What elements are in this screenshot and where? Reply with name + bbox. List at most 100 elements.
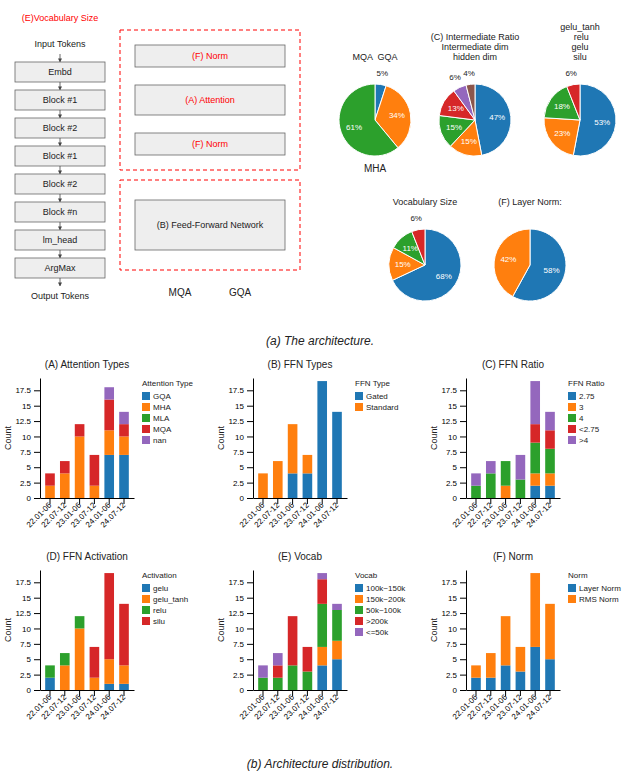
y-tick: 12.5: [15, 417, 40, 426]
x-tick-label: 24.07-12: [312, 692, 341, 721]
bar-segment: [75, 424, 85, 436]
diagram-box: [135, 45, 285, 67]
y-tick: 12.5: [228, 417, 253, 426]
data-label: 23%: [554, 129, 570, 138]
legend-swatch: [142, 584, 150, 592]
x-axis-line: [41, 690, 135, 691]
y-axis: 02.557.51012.51517.5: [228, 571, 253, 696]
pie-chart: 5%34%61%MQA GQAMHA: [339, 52, 411, 174]
diagram-box: [15, 202, 105, 222]
y-tick: 7.5: [446, 640, 466, 649]
y-tick: 7.5: [20, 640, 40, 649]
legend-label: RMS Norm: [579, 595, 619, 604]
y-tick: 17.5: [441, 578, 466, 587]
x-tick-mark: [94, 690, 95, 696]
legend-swatch: [142, 403, 150, 411]
y-tick-label: 0: [240, 494, 245, 503]
y-tick-label: 17.5: [15, 386, 31, 395]
y-tick: 5: [453, 655, 466, 664]
diagram-box: [135, 133, 285, 155]
diagram-label: Block #1: [43, 95, 78, 105]
chart-title: (D) FFN Activation: [46, 551, 128, 562]
y-tick-mark: [460, 659, 466, 660]
figure: Input TokensEmbdBlock #1Block #2Block #1…: [0, 0, 640, 779]
diagram-label: lm_head: [43, 235, 78, 245]
bar-segment: [60, 473, 70, 498]
x-tick-mark: [505, 690, 506, 696]
y-axis-title: Count: [216, 426, 226, 451]
x-tick-mark: [124, 690, 125, 696]
x-axis: 22.01-0622.07-1223.01-0623.07-1224.01-06…: [451, 690, 561, 721]
bar-segment: [317, 381, 327, 498]
x-tick-mark: [49, 498, 50, 504]
y-tick: 15: [235, 402, 253, 411]
legend-title: Vocab: [355, 571, 378, 580]
y-tick-mark: [34, 436, 40, 437]
y-tick-mark: [247, 675, 253, 676]
bar-segment: [332, 411, 342, 412]
bar-segment: [545, 449, 555, 474]
bar-segment: [45, 473, 55, 485]
bar-segment: [545, 430, 555, 448]
y-tick: 5: [240, 463, 253, 472]
legend-swatch: [355, 617, 363, 625]
x-tick-mark: [550, 690, 551, 696]
bar-segment: [75, 628, 85, 690]
architecture-diagram: Input TokensEmbdBlock #1Block #2Block #1…: [15, 13, 300, 301]
y-tick-mark: [247, 390, 253, 391]
y-tick-label: 7.5: [233, 448, 245, 457]
y-tick-label: 2.5: [20, 479, 32, 488]
bar-segment: [303, 646, 313, 647]
x-tick-mark: [520, 690, 521, 696]
y-tick-label: 2.5: [233, 671, 245, 680]
bar-segment: [501, 486, 511, 498]
legend-label: 4: [579, 414, 584, 423]
diagram-label: Block #1: [43, 151, 78, 161]
bar-segment: [60, 653, 70, 654]
bar-chart: 02.557.51012.51517.522.01-0622.07-1223.0…: [3, 551, 188, 721]
diagram-arrow: [60, 278, 61, 286]
y-tick-label: 0: [240, 686, 245, 695]
bar-segment: [545, 473, 555, 485]
bars: [471, 573, 555, 690]
y-tick-mark: [247, 421, 253, 422]
bar-segment: [303, 672, 313, 690]
bar-segment: [545, 412, 555, 430]
legend-swatch: [142, 606, 150, 614]
pie-title: gelu_tanh relugelusilu: [560, 22, 600, 62]
legend: Vocab100k~150k150k~200k50k~100k>200k<=50…: [355, 571, 406, 637]
y-axis: 02.557.51012.51517.5: [15, 379, 40, 504]
x-tick-mark: [505, 498, 506, 504]
y-tick-label: 15: [22, 402, 31, 411]
legend-label: MHA: [153, 403, 171, 412]
y-tick-label: 17.5: [228, 386, 244, 395]
y-tick: 15: [22, 594, 40, 603]
data-label: 15%: [446, 123, 462, 132]
bar-segment: [273, 665, 283, 677]
x-tick-mark: [64, 498, 65, 504]
pie-slice: [466, 84, 475, 120]
data-label: 4%: [463, 69, 475, 78]
pie-title: MQA GQA: [352, 52, 397, 62]
legend-swatch: [142, 392, 150, 400]
y-tick: 17.5: [441, 386, 466, 395]
legend-label: >4: [579, 436, 589, 445]
legend-label: 50k~100k: [366, 606, 402, 615]
y-tick-mark: [247, 483, 253, 484]
y-tick-mark: [460, 690, 466, 691]
y-tick: 0: [27, 686, 40, 695]
y-tick-label: 0: [27, 686, 32, 695]
bar-segment: [486, 678, 496, 690]
legend-swatch: [355, 606, 363, 614]
y-tick-mark: [34, 452, 40, 453]
diagram-label: Block #n: [43, 207, 78, 217]
bar-segment: [119, 436, 129, 454]
x-axis-line: [254, 690, 348, 691]
data-label: 11%: [403, 244, 418, 253]
y-tick-mark: [34, 421, 40, 422]
y-tick-mark: [34, 659, 40, 660]
data-label: 61%: [346, 123, 362, 132]
y-tick-label: 15: [448, 402, 457, 411]
bars: [45, 573, 129, 690]
legend: Activationgelugelu_tanhrelusilu: [142, 571, 188, 626]
